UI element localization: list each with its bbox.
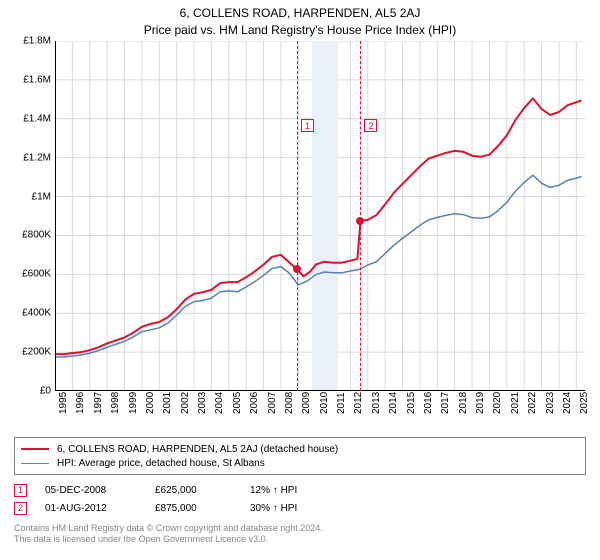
- x-tick-label: 2003: [197, 392, 208, 414]
- sale-dot: [293, 265, 301, 273]
- x-tick-label: 2025: [579, 392, 590, 414]
- x-tick-label: 2018: [458, 392, 469, 414]
- y-tick-label: £0: [40, 386, 51, 397]
- footer-line: Contains HM Land Registry data © Crown c…: [14, 523, 586, 534]
- y-tick-label: £1.8M: [23, 36, 51, 47]
- marker-delta: 30% ↑ HPI: [250, 503, 340, 514]
- x-tick-label: 2015: [406, 392, 417, 414]
- y-tick-label: £1M: [32, 191, 51, 202]
- marker-row: 1 05-DEC-2008 £625,000 12% ↑ HPI: [14, 481, 586, 499]
- legend-label: HPI: Average price, detached house, St A…: [57, 458, 265, 469]
- y-tick-label: £600K: [22, 269, 51, 280]
- marker-table: 1 05-DEC-2008 £625,000 12% ↑ HPI 2 01-AU…: [14, 481, 586, 517]
- event-number-marker: 2: [364, 119, 377, 132]
- chart-overlay: 12: [55, 41, 585, 391]
- y-axis-labels: £0£200K£400K£600K£800K£1M£1.2M£1.4M£1.6M…: [3, 41, 51, 391]
- x-tick-label: 2009: [301, 392, 312, 414]
- x-tick-label: 1996: [75, 392, 86, 414]
- y-tick-label: £800K: [22, 230, 51, 241]
- footer-attribution: Contains HM Land Registry data © Crown c…: [14, 523, 586, 546]
- marker-delta: 12% ↑ HPI: [250, 485, 340, 496]
- x-tick-label: 2019: [475, 392, 486, 414]
- y-tick-label: £1.2M: [23, 152, 51, 163]
- page-title-sub: Price paid vs. HM Land Registry's House …: [0, 20, 600, 41]
- x-tick-label: 2020: [492, 392, 503, 414]
- x-tick-label: 2021: [510, 392, 521, 414]
- x-tick-label: 1999: [128, 392, 139, 414]
- event-dashed-line: [297, 41, 298, 391]
- y-tick-label: £1.6M: [23, 74, 51, 85]
- marker-date: 01-AUG-2012: [45, 503, 155, 514]
- page-title-address: 6, COLLENS ROAD, HARPENDEN, AL5 2AJ: [0, 0, 600, 20]
- marker-number-box: 2: [14, 502, 27, 515]
- y-tick-label: £1.4M: [23, 113, 51, 124]
- x-tick-label: 2005: [232, 392, 243, 414]
- x-tick-label: 2012: [353, 392, 364, 414]
- legend-label: 6, COLLENS ROAD, HARPENDEN, AL5 2AJ (det…: [57, 444, 338, 455]
- marker-row: 2 01-AUG-2012 £875,000 30% ↑ HPI: [14, 499, 586, 517]
- marker-number-box: 1: [14, 484, 27, 497]
- marker-price: £625,000: [155, 485, 250, 496]
- event-number-marker: 1: [301, 119, 314, 132]
- x-tick-label: 2024: [562, 392, 573, 414]
- y-tick-label: £200K: [22, 347, 51, 358]
- legend-item: 6, COLLENS ROAD, HARPENDEN, AL5 2AJ (det…: [21, 442, 579, 456]
- x-tick-label: 2017: [440, 392, 451, 414]
- x-tick-label: 2002: [180, 392, 191, 414]
- x-axis-labels: 1995 1996 1997 1998 1999 2000 2001 2002 2003 2004…: [55, 392, 585, 432]
- legend-swatch: [21, 463, 49, 464]
- x-tick-label: 2014: [388, 392, 399, 414]
- x-tick-label: 2006: [249, 392, 260, 414]
- x-tick-label: 2016: [423, 392, 434, 414]
- x-tick-label: 2004: [214, 392, 225, 414]
- x-tick-label: 2011: [336, 392, 347, 414]
- x-tick-label: 1995: [58, 392, 69, 414]
- chart-plot-area: 12 £0£200K£400K£600K£800K£1M£1.2M£1.4M£1…: [55, 41, 585, 391]
- marker-date: 05-DEC-2008: [45, 485, 155, 496]
- legend-swatch: [21, 448, 49, 450]
- x-tick-label: 2007: [267, 392, 278, 414]
- x-tick-label: 1998: [110, 392, 121, 414]
- x-tick-label: 2008: [284, 392, 295, 414]
- x-tick-label: 2000: [145, 392, 156, 414]
- x-tick-label: 2010: [319, 392, 330, 414]
- marker-price: £875,000: [155, 503, 250, 514]
- x-tick-label: 1997: [93, 392, 104, 414]
- footer-line: This data is licensed under the Open Gov…: [14, 534, 586, 545]
- x-tick-label: 2023: [545, 392, 556, 414]
- x-tick-label: 2001: [162, 392, 173, 414]
- y-tick-label: £400K: [22, 308, 51, 319]
- sale-dot: [356, 217, 364, 225]
- x-tick-label: 2022: [527, 392, 538, 414]
- legend-item: HPI: Average price, detached house, St A…: [21, 456, 579, 470]
- legend-box: 6, COLLENS ROAD, HARPENDEN, AL5 2AJ (det…: [14, 437, 586, 475]
- x-tick-label: 2013: [371, 392, 382, 414]
